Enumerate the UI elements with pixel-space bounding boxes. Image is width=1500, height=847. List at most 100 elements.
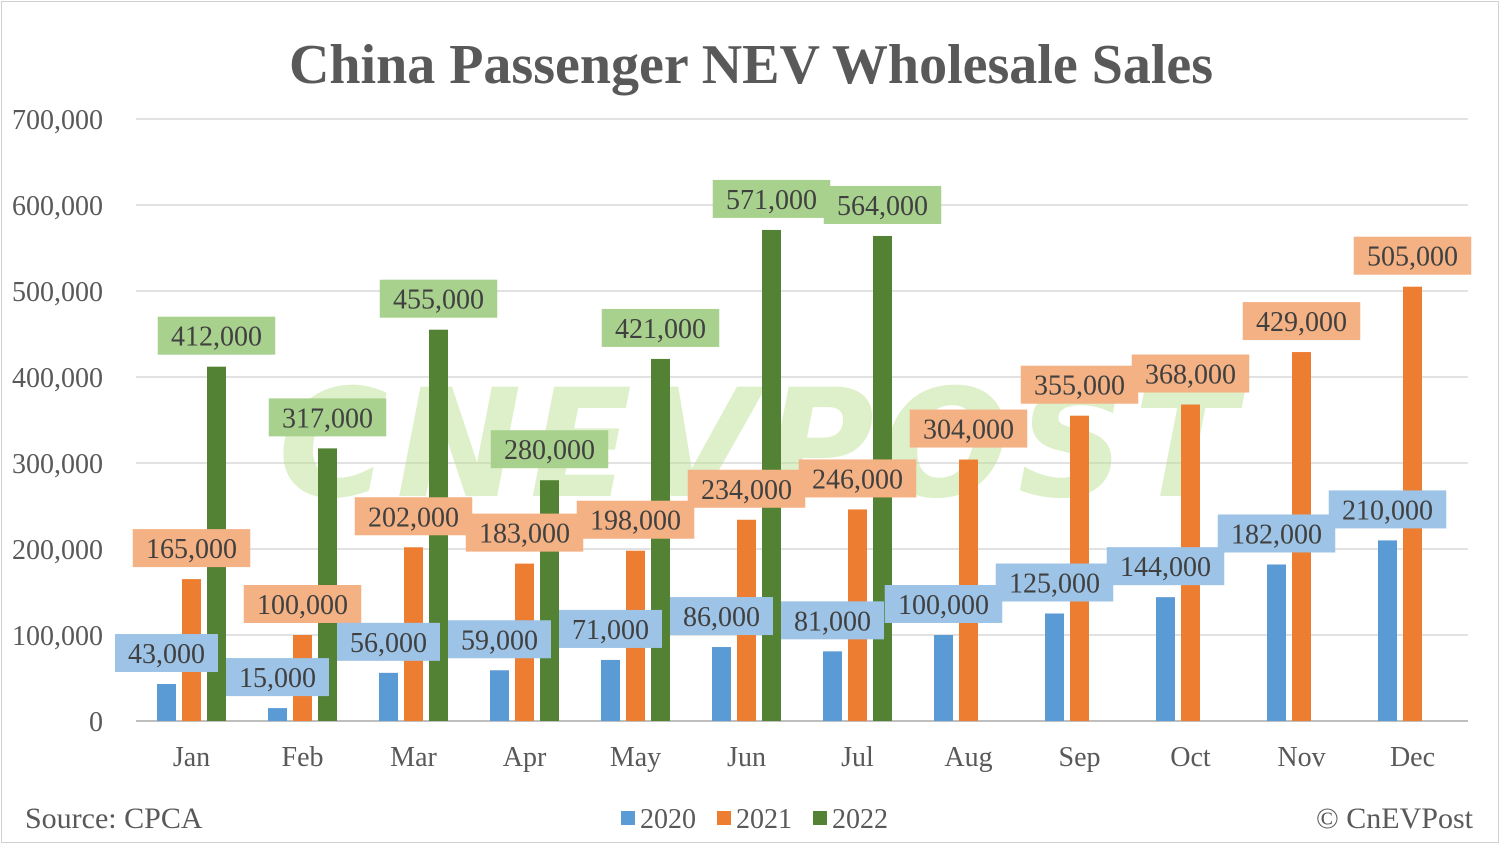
data-label-bg [781, 601, 884, 640]
data-label-2021-dec: 505,000 [1367, 242, 1458, 273]
data-label-2022-may: 421,000 [615, 314, 706, 345]
data-label-bg [995, 563, 1114, 602]
data-label-bg [1328, 490, 1447, 529]
bar-2020-apr [490, 670, 509, 721]
y-tick-label: 400,000 [12, 363, 103, 394]
data-label-bg [448, 620, 551, 659]
x-tick-label: Oct [1170, 742, 1211, 773]
data-label-2021-oct: 368,000 [1145, 360, 1236, 391]
bar-2020-dec [1378, 540, 1397, 721]
y-tick-label: 200,000 [12, 535, 103, 566]
data-label-2021-mar: 202,000 [368, 502, 459, 533]
x-tick-label: Jan [173, 742, 210, 773]
x-tick-label: Feb [282, 742, 324, 773]
x-tick-label: Jun [727, 742, 766, 773]
data-label-2021-sep: 355,000 [1034, 371, 1125, 402]
data-label-2020-nov: 182,000 [1231, 519, 1322, 550]
x-tick-label: Dec [1390, 742, 1435, 773]
data-label-2022-jul: 564,000 [837, 191, 928, 222]
source-note: Source: CPCA [25, 802, 203, 835]
data-label-bg [465, 513, 584, 552]
data-label-bg [268, 398, 387, 437]
bar-2022-may [651, 358, 670, 721]
data-label-2020-oct: 144,000 [1120, 552, 1211, 583]
data-label-2020-jul: 81,000 [794, 606, 871, 637]
data-label-bg [823, 185, 942, 224]
data-label-2020-dec: 210,000 [1342, 495, 1433, 526]
data-label-bg [1217, 514, 1336, 553]
data-label-bg [909, 409, 1028, 448]
data-label-bg [1131, 354, 1250, 393]
chart-title: China Passenger NEV Wholesale Sales [289, 34, 1213, 96]
data-label-bg [243, 585, 362, 623]
data-label-2022-jan: 412,000 [171, 322, 262, 353]
data-label-bg [559, 609, 662, 648]
legend-label-2020: 2020 [640, 804, 696, 835]
data-label-2021-feb: 100,000 [257, 590, 348, 621]
data-label-2020-mar: 56,000 [350, 628, 427, 659]
x-tick-label: Aug [944, 742, 992, 773]
y-tick-label: 600,000 [12, 191, 103, 222]
data-label-bg [1353, 236, 1472, 275]
x-tick-label: Apr [503, 742, 547, 773]
data-label-bg [576, 500, 695, 539]
legend: 2020 2021 2022 [621, 804, 888, 835]
data-label-2021-jul: 246,000 [812, 464, 903, 495]
bar-2020-jul [823, 651, 842, 721]
data-label-2021-apr: 183,000 [479, 519, 570, 550]
legend-swatch-2020 [621, 811, 635, 825]
data-label-bg [687, 469, 806, 508]
data-label-bg [115, 634, 218, 673]
x-tick-label: Sep [1059, 742, 1101, 773]
data-label-bg [712, 179, 831, 218]
y-tick-label: 0 [89, 707, 103, 738]
bar-2020-nov [1267, 564, 1286, 721]
data-label-2021-nov: 429,000 [1256, 307, 1347, 338]
data-label-bg [490, 430, 609, 469]
legend-label-2021: 2021 [736, 804, 792, 835]
bar-2020-jun [712, 647, 731, 721]
data-label-bg [670, 597, 773, 636]
data-label-2022-feb: 317,000 [282, 403, 373, 434]
bar-2020-feb [268, 708, 287, 721]
x-tick-label: May [610, 742, 661, 773]
data-label-2020-jun: 86,000 [683, 602, 760, 633]
bar-2020-jan [157, 684, 176, 721]
data-label-bg [798, 459, 917, 498]
data-label-bg [157, 316, 276, 355]
x-tick-label: Jul [841, 742, 874, 773]
data-label-2022-jun: 571,000 [726, 185, 817, 216]
bar-2020-aug [934, 635, 953, 721]
data-label-2020-feb: 15,000 [239, 663, 316, 694]
data-label-2020-jan: 43,000 [128, 639, 205, 670]
legend-swatch-2021 [717, 811, 731, 825]
data-label-2022-mar: 455,000 [393, 285, 484, 316]
data-label-2020-sep: 125,000 [1009, 569, 1100, 600]
data-label-2020-aug: 100,000 [898, 590, 989, 621]
legend-label-2022: 2022 [832, 804, 888, 835]
data-label-2021-jan: 165,000 [146, 534, 237, 565]
data-label-2021-may: 198,000 [590, 506, 681, 537]
data-label-2021-jun: 234,000 [701, 475, 792, 506]
bar-2020-oct [1156, 597, 1175, 721]
data-label-bg [601, 308, 720, 347]
data-label-2020-apr: 59,000 [461, 625, 538, 656]
bar-2020-mar [379, 672, 398, 721]
credit-note: © CnEVPost [1316, 802, 1474, 835]
data-label-bg [1106, 547, 1225, 586]
data-label-bg [337, 622, 440, 661]
x-tick-label: Nov [1277, 742, 1325, 773]
data-label-bg [1020, 365, 1139, 404]
legend-swatch-2022 [813, 811, 827, 825]
data-label-2022-apr: 280,000 [504, 435, 595, 466]
y-tick-label: 300,000 [12, 449, 103, 480]
y-tick-label: 700,000 [12, 105, 103, 136]
bar-2022-feb [318, 448, 337, 721]
data-label-bg [884, 585, 1003, 623]
data-label-bg [132, 529, 251, 568]
x-tick-label: Mar [390, 742, 437, 773]
data-label-bg [379, 279, 498, 318]
data-label-bg [354, 497, 473, 536]
